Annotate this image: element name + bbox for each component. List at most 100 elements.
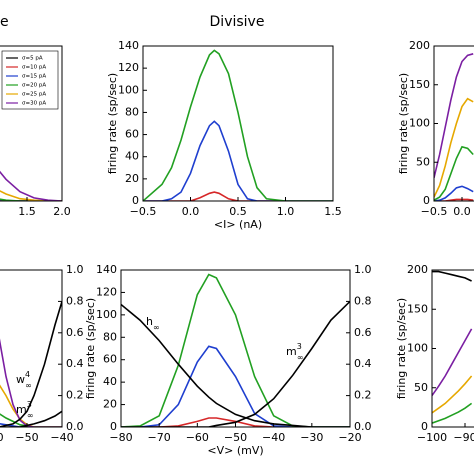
x-tick-label: −90 [453,431,474,444]
plot-area [432,270,473,424]
y-tick-label: 200 [409,39,430,52]
axes-frame [0,45,63,202]
annotation-sub: ∞ [297,353,304,362]
y-tick-label: 100 [409,117,430,130]
y-tick-label: 0 [421,420,428,433]
chart-title: Additive [0,14,9,30]
y-tick-label: 60 [103,353,117,366]
y-tick-label: 140 [96,263,117,276]
annotation-base: h [146,315,153,328]
y-tick-label: 80 [103,330,117,343]
series-line [434,198,474,201]
series-line [121,300,350,427]
series-line [0,170,62,201]
x-tick-label: −20 [338,431,361,444]
x-tick-label: 0.0 [182,205,200,218]
x-tick-label: −40 [50,431,73,444]
axes-frame [142,45,334,202]
y2-tick-label: 0.6 [66,326,84,339]
legend-label: σ=10 pA [22,65,46,71]
series-line [143,49,333,201]
y-tick-label: 0 [110,420,117,433]
series-line [0,413,62,427]
y2-tick-label: 1.0 [354,263,372,276]
x-tick-label: −30 [300,431,323,444]
series-line [143,120,333,201]
x-axis-label: <I> (nA) [214,218,262,231]
series-line [434,185,474,201]
y-axis-label: firing rate (sp/sec) [106,73,119,174]
x-tick-label: 1.5 [324,205,342,218]
plot-area [0,170,62,201]
y-tick-label: 100 [407,342,428,355]
y2-tick-label: 0.4 [354,357,372,370]
annotation: m3 ∞ [286,342,303,362]
y2-tick-label: 0.8 [66,294,84,307]
axes-frame [120,269,351,428]
series-line [432,402,473,424]
series-line [432,375,473,414]
y2-tick-label: 0.2 [66,389,84,402]
series-line [143,191,333,201]
series-line [434,145,474,201]
annotation-base: m [16,403,27,416]
axes-frame [0,269,63,428]
legend-box [1,50,59,110]
y-tick-label: 150 [409,78,430,91]
y-tick-label: 100 [96,308,117,321]
annotation-sup: 4 [25,370,30,379]
y2-tick-label: 0.8 [354,294,372,307]
plot-area [0,301,62,427]
annotation-base: w [16,373,25,386]
y-tick-label: 200 [407,263,428,276]
series-line [434,97,474,198]
series-line [121,273,350,427]
annotation: m3 ∞ [16,400,33,420]
x-tick-label: 1.0 [0,205,1,218]
annotation-sub: ∞ [27,411,34,420]
y-tick-label: 100 [118,83,139,96]
annotation-sup: 3 [297,342,302,351]
series-line [0,301,62,427]
x-tick-label: −50 [15,431,38,444]
annotation-sub: ∞ [25,381,32,390]
series-line [432,270,472,282]
axes-frame [431,269,474,428]
x-tick-label: 0.5 [229,205,247,218]
legend-label: σ=20 pA [22,83,46,89]
y-tick-label: 80 [125,105,139,118]
x-tick-label: −80 [109,431,132,444]
annotation-sup: 3 [27,400,32,409]
y-tick-label: 40 [125,150,139,163]
y-tick-label: 0 [423,194,430,207]
annotation-base: m [286,345,297,358]
annotation: h∞ [146,315,160,332]
x-tick-label: −0.5 [421,205,448,218]
plot-area [121,273,350,427]
x-tick-label: 2.0 [53,205,71,218]
y-tick-label: 140 [118,39,139,52]
x-tick-label: 1.5 [18,205,36,218]
series-line [121,345,350,427]
x-tick-label: −70 [148,431,171,444]
y-tick-label: 50 [414,381,428,394]
axes-frame [433,45,474,202]
y-tick-label: 50 [416,155,430,168]
y-tick-label: 20 [103,398,117,411]
y-tick-label: 40 [103,375,117,388]
y2-tick-label: 0.6 [354,326,372,339]
legend-label: σ=30 pA [22,101,46,107]
y2-tick-label: 1.0 [66,263,84,276]
series-line [0,338,62,427]
series-line [432,328,473,397]
y2-tick-label: 0.0 [66,420,84,433]
x-tick-label: −60 [0,431,4,444]
x-axis-label: <V> (mV) [207,444,263,457]
legend-label: σ=25 pA [22,92,46,98]
y-axis-label: firing rate (sp/sec) [84,298,97,399]
series-line [434,53,474,178]
plot-area [434,53,474,201]
legend-label: σ=15 pA [22,74,46,80]
plot-area [143,49,333,201]
